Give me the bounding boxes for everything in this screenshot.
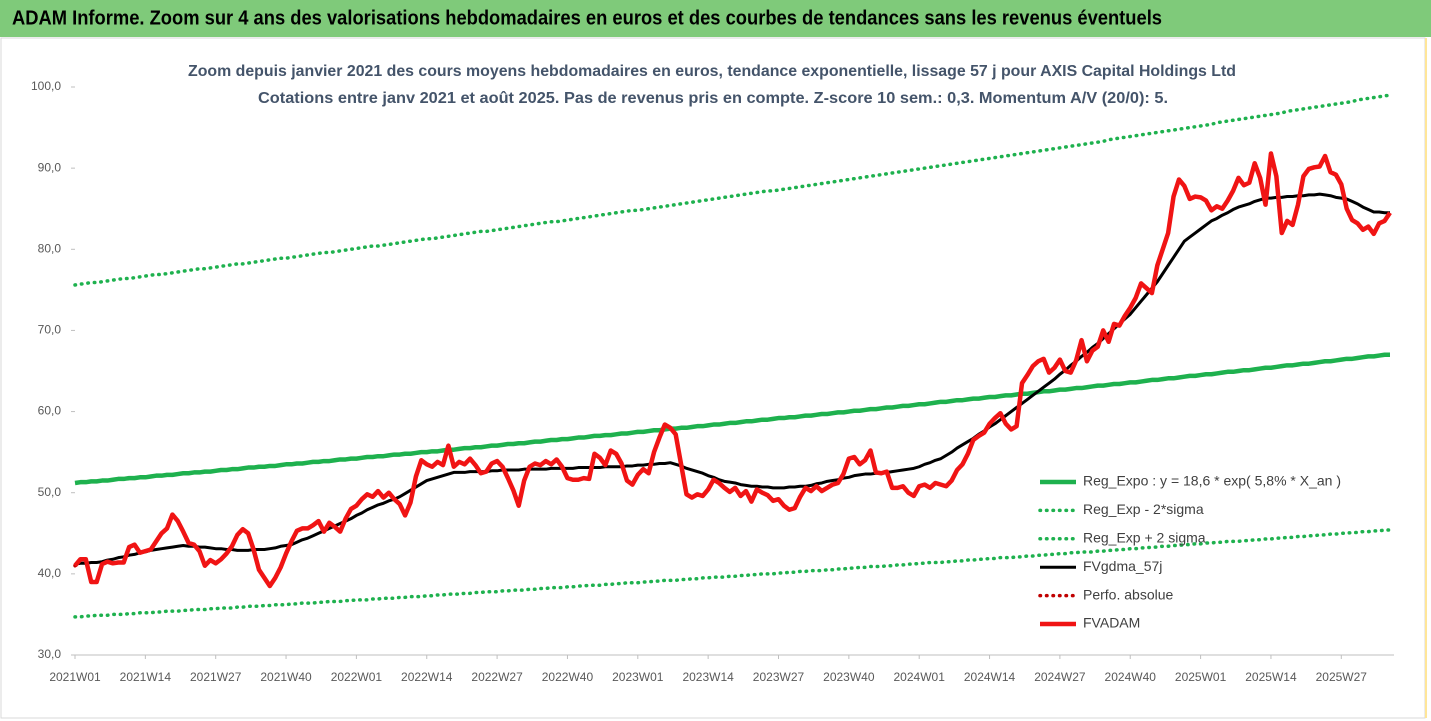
x-tick-label: 2021W14 <box>120 670 172 684</box>
x-tick-label: 2025W01 <box>1175 670 1227 684</box>
x-tick-label: 2021W27 <box>190 670 242 684</box>
chart-subtitle: Cotations entre janv 2021 et août 2025. … <box>258 90 1168 107</box>
series-line <box>74 192 1390 566</box>
banner-title: ADAM Informe. Zoom sur 4 ans des valoris… <box>12 7 1162 29</box>
banner-bg <box>0 0 1431 37</box>
y-tick-label: 100,0 <box>31 79 61 93</box>
x-tick-label: 2024W27 <box>1034 670 1086 684</box>
x-tick-label: 2022W14 <box>401 670 453 684</box>
x-tick-label: 2023W14 <box>682 670 734 684</box>
legend-label: Reg_Expo : y = 18,6 * exp( 5,8% * X_an ) <box>1083 473 1341 489</box>
x-tick-label: 2025W14 <box>1245 670 1297 684</box>
series-line <box>73 528 1392 619</box>
x-tick-label: 2021W01 <box>49 670 101 684</box>
x-tick-label: 2024W14 <box>964 670 1016 684</box>
x-tick-label: 2022W40 <box>542 670 594 684</box>
x-tick-label: 2021W40 <box>260 670 312 684</box>
x-tick-label: 2023W27 <box>753 670 805 684</box>
y-tick-label: 60,0 <box>38 404 62 418</box>
x-tick-label: 2024W40 <box>1105 670 1157 684</box>
y-tick-label: 70,0 <box>38 323 62 337</box>
legend-label: Reg_Exp - 2*sigma <box>1083 501 1204 517</box>
series-line <box>73 151 1392 589</box>
chart-title: Zoom depuis janvier 2021 des cours moyen… <box>188 63 1236 80</box>
legend-label: Perfo. absolue <box>1083 586 1173 602</box>
y-tick-label: 40,0 <box>38 566 62 580</box>
y-tick-label: 50,0 <box>38 485 62 499</box>
legend-label: FVADAM <box>1083 615 1140 631</box>
x-tick-label: 2024W01 <box>894 670 946 684</box>
x-tick-label: 2025W27 <box>1316 670 1368 684</box>
y-tick-label: 80,0 <box>38 241 62 255</box>
x-tick-label: 2023W01 <box>612 670 664 684</box>
y-tick-label: 90,0 <box>38 160 62 174</box>
x-tick-label: 2022W27 <box>471 670 523 684</box>
legend-label: FVgdma_57j <box>1083 558 1162 574</box>
y-tick-label: 30,0 <box>38 647 62 661</box>
series-line <box>73 93 1392 287</box>
x-tick-label: 2022W01 <box>331 670 383 684</box>
series-line <box>74 352 1390 486</box>
legend-label: Reg_Exp + 2 sigma <box>1083 530 1206 546</box>
x-tick-label: 2023W40 <box>823 670 875 684</box>
